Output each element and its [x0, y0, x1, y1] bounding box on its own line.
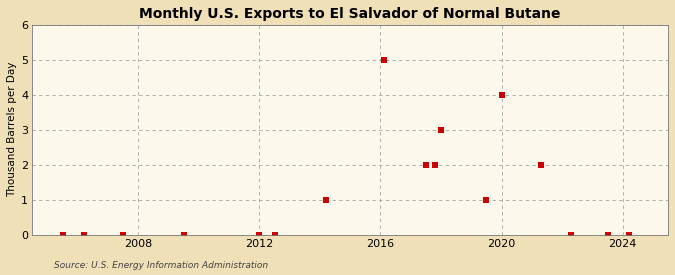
Title: Monthly U.S. Exports to El Salvador of Normal Butane: Monthly U.S. Exports to El Salvador of N… [140, 7, 561, 21]
Text: Source: U.S. Energy Information Administration: Source: U.S. Energy Information Administ… [54, 260, 268, 270]
Y-axis label: Thousand Barrels per Day: Thousand Barrels per Day [7, 62, 17, 197]
